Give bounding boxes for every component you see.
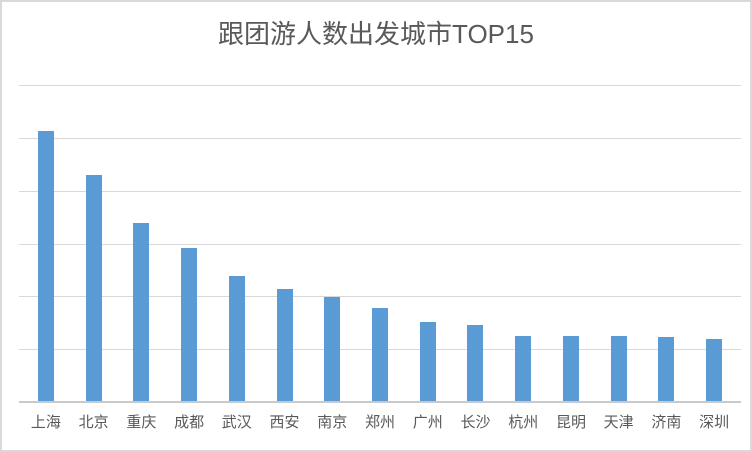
bar-slot — [690, 85, 738, 402]
bar-slot — [117, 85, 165, 402]
chart-title: 跟团游人数出发城市TOP15 — [218, 19, 534, 49]
bar-slot — [404, 85, 452, 402]
x-axis-label: 成都 — [174, 414, 205, 431]
bar-slot — [595, 85, 643, 402]
gridline — [19, 296, 741, 298]
bar-2[interactable] — [85, 174, 102, 402]
bar-slot — [452, 85, 500, 402]
x-axis-label: 深圳 — [699, 414, 730, 431]
x-axis-label: 杭州 — [508, 414, 539, 431]
x-axis-label: 北京 — [78, 414, 109, 431]
bar-slot — [308, 85, 356, 402]
bar-slot — [643, 85, 691, 402]
plot-area — [19, 85, 741, 403]
x-axis-label: 南京 — [317, 414, 348, 431]
x-axis-labels: 上海 北京 重庆 成都 武汉 西安 南京 郑州 广州 长沙 杭州 昆明 天津 济南 深圳 — [22, 411, 738, 432]
bar-15[interactable] — [706, 339, 723, 402]
x-axis-label: 上海 — [30, 414, 61, 431]
bar-13[interactable] — [610, 335, 627, 402]
bar-12[interactable] — [562, 335, 579, 402]
bar-slot — [499, 85, 547, 402]
bar-slot — [70, 85, 118, 402]
gridline — [19, 190, 741, 192]
bar-slot — [547, 85, 595, 402]
bar-10[interactable] — [467, 324, 484, 402]
bar-14[interactable] — [658, 336, 675, 402]
bar-7[interactable] — [324, 296, 341, 402]
bar-series — [22, 85, 738, 402]
bar-slot — [22, 85, 70, 402]
gridline — [19, 243, 741, 245]
x-axis-label: 广州 — [412, 414, 443, 431]
x-axis-label: 天津 — [603, 414, 634, 431]
bar-4[interactable] — [181, 248, 198, 402]
bar-8[interactable] — [372, 307, 388, 402]
x-axis-label: 郑州 — [365, 414, 396, 431]
bar-1[interactable] — [37, 130, 54, 402]
x-axis-label: 济南 — [651, 414, 682, 431]
x-axis-label: 武汉 — [221, 414, 252, 431]
bar-3[interactable] — [133, 222, 150, 402]
x-axis-label: 昆明 — [555, 414, 586, 431]
gridline — [19, 137, 741, 139]
bar-11[interactable] — [515, 335, 532, 402]
bar-slot — [356, 85, 404, 402]
x-axis-line — [19, 401, 741, 403]
bar-6[interactable] — [276, 289, 293, 402]
bar-slot — [261, 85, 309, 402]
bar-slot — [213, 85, 261, 402]
x-axis-label: 长沙 — [460, 414, 491, 431]
bar-9[interactable] — [419, 322, 436, 402]
bar-slot — [165, 85, 213, 402]
bar-5[interactable] — [228, 276, 245, 402]
gridline — [19, 85, 741, 86]
x-axis-label: 西安 — [269, 414, 300, 431]
x-axis-label: 重庆 — [126, 414, 157, 431]
